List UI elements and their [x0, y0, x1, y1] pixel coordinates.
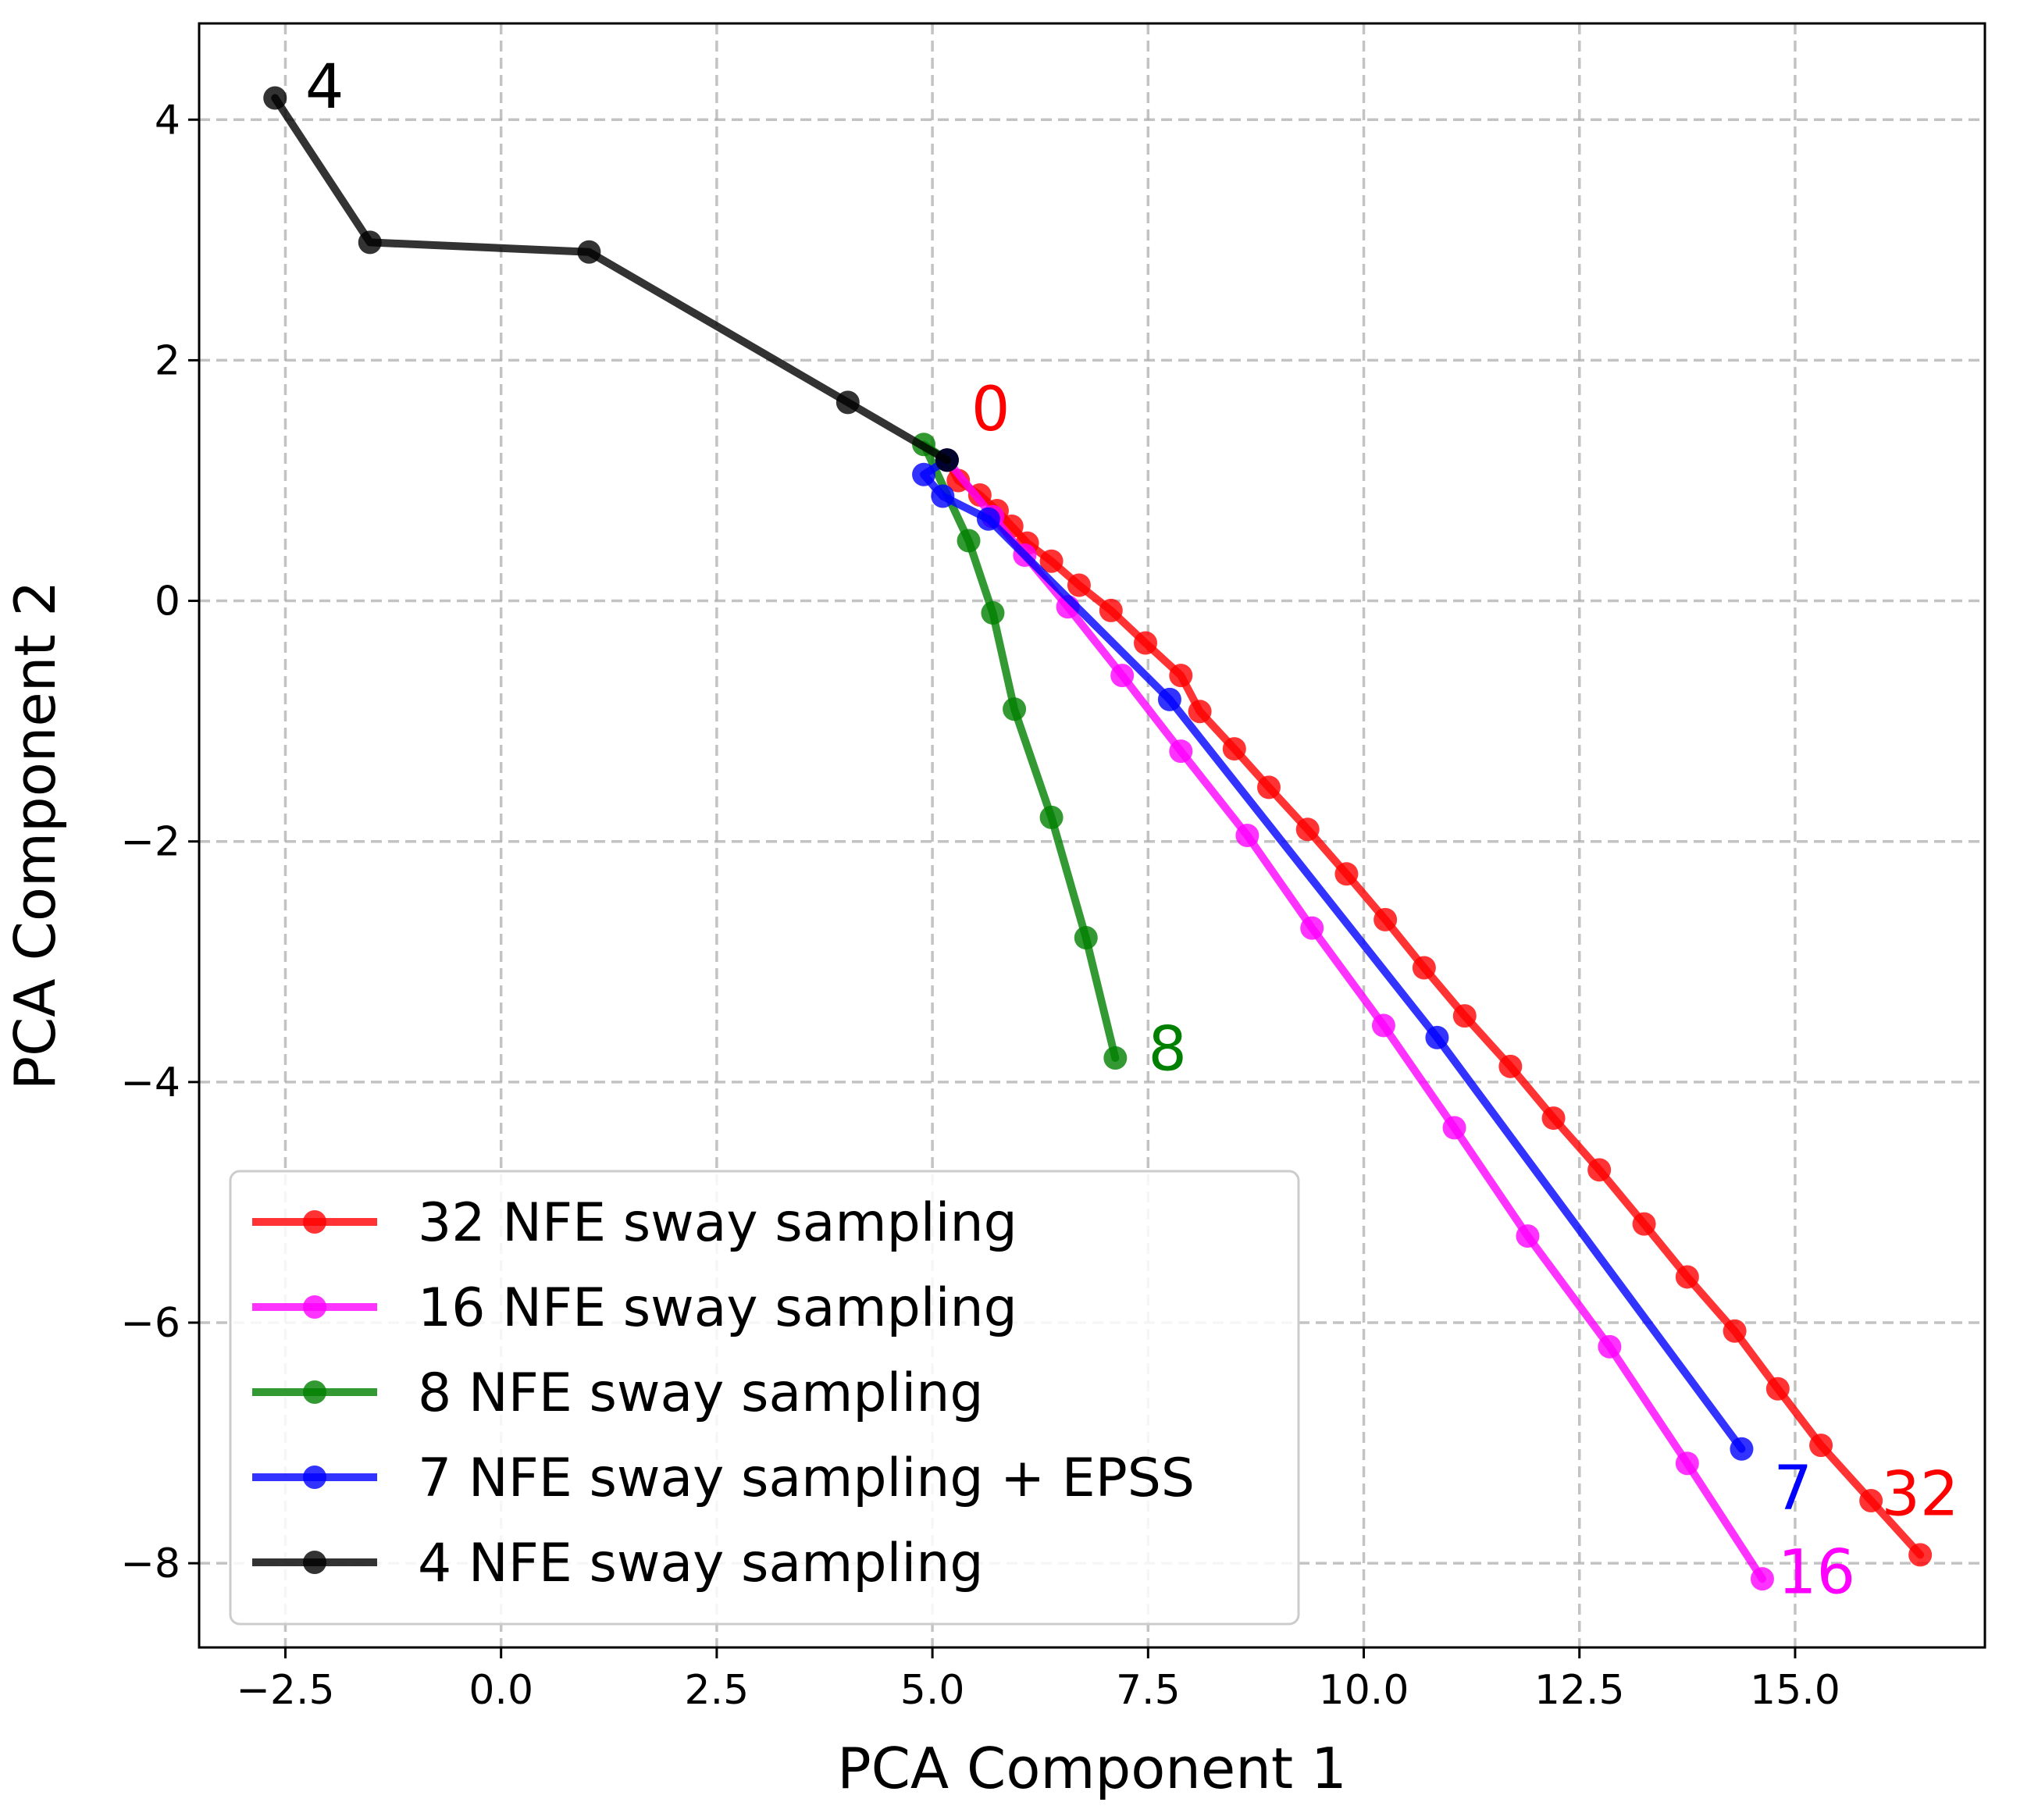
- annotation-label: 8: [1148, 1014, 1187, 1085]
- data-point: [981, 600, 1005, 625]
- data-point: [1334, 862, 1359, 886]
- data-point: [1103, 1046, 1128, 1070]
- legend-label: 16 NFE sway sampling: [418, 1277, 1017, 1339]
- data-point: [1765, 1377, 1790, 1401]
- data-point: [935, 448, 959, 472]
- data-point: [1256, 775, 1281, 800]
- data-point: [1675, 1451, 1699, 1476]
- legend-label: 7 NFE sway sampling + EPSS: [418, 1448, 1195, 1509]
- data-point: [1300, 916, 1324, 940]
- legend-swatch-marker: [303, 1210, 326, 1234]
- data-point: [912, 462, 936, 486]
- data-point: [1099, 598, 1123, 622]
- data-point: [1110, 664, 1135, 688]
- data-point: [1452, 1004, 1477, 1028]
- annotation-label: 0: [971, 375, 1010, 445]
- data-point: [1498, 1054, 1523, 1078]
- data-point: [1074, 925, 1098, 949]
- x-tick-label: 5.0: [900, 1667, 965, 1714]
- data-point: [976, 507, 1000, 531]
- data-point: [1587, 1158, 1612, 1182]
- x-axis-label: PCA Component 1: [837, 1736, 1347, 1801]
- data-point: [836, 390, 860, 415]
- data-point: [931, 484, 955, 508]
- legend-label: 32 NFE sway sampling: [418, 1192, 1017, 1254]
- axis-ticks: −2.5 0.0 2.5 5.0 7.5 10.0 12.5 15.0 4 2 0 −2 −4 −6 −8: [120, 97, 1840, 1714]
- x-tick-label: 0.0: [469, 1667, 533, 1714]
- data-point: [1675, 1265, 1699, 1289]
- data-point: [1039, 805, 1064, 829]
- data-point: [1235, 824, 1259, 847]
- y-tick-label: 2: [155, 337, 180, 384]
- data-point: [358, 230, 382, 255]
- data-point: [1169, 664, 1193, 688]
- legend-swatch-marker: [303, 1295, 326, 1319]
- annotation-label: 32: [1881, 1460, 1958, 1530]
- data-point: [1723, 1319, 1747, 1343]
- data-point: [577, 240, 601, 264]
- data-point: [1003, 697, 1027, 721]
- data-point: [1371, 1013, 1395, 1038]
- series-0: [935, 448, 1933, 1567]
- y-axis-label: PCA Component 2: [2, 581, 68, 1091]
- y-tick-label: −8: [120, 1540, 180, 1587]
- data-point: [1598, 1334, 1622, 1359]
- data-point: [1133, 631, 1157, 655]
- annotation-label: 7: [1773, 1454, 1812, 1524]
- data-point: [1222, 737, 1246, 761]
- x-tick-label: 2.5: [685, 1667, 750, 1714]
- data-point: [1750, 1567, 1774, 1591]
- y-tick-label: −6: [120, 1300, 180, 1347]
- x-tick-label: 7.5: [1116, 1667, 1181, 1714]
- x-tick-label: 10.0: [1319, 1667, 1409, 1714]
- series-line: [920, 440, 1120, 1063]
- data-point: [1067, 573, 1091, 597]
- annotation-label: 16: [1778, 1538, 1855, 1608]
- data-point: [1374, 907, 1398, 931]
- x-tick-label: 12.5: [1534, 1667, 1625, 1714]
- series-group: [263, 86, 1933, 1591]
- data-point: [263, 86, 287, 110]
- data-point: [1425, 1025, 1449, 1049]
- legend-label: 4 NFE sway sampling: [418, 1533, 984, 1594]
- data-point: [1157, 687, 1181, 711]
- data-point: [1632, 1212, 1656, 1236]
- data-point: [1730, 1437, 1754, 1461]
- data-point: [1809, 1434, 1833, 1458]
- annotation-label: 4: [305, 52, 344, 123]
- legend-swatch-marker: [303, 1380, 326, 1404]
- data-point: [1516, 1224, 1540, 1248]
- legend-box: [229, 1170, 1300, 1626]
- data-point: [1169, 739, 1193, 764]
- data-point: [1295, 817, 1320, 842]
- y-tick-label: −2: [120, 819, 180, 866]
- x-tick-label: −2.5: [236, 1667, 334, 1714]
- series-4: [263, 86, 959, 472]
- data-point: [1859, 1489, 1883, 1513]
- data-point: [1442, 1116, 1466, 1140]
- legend-label: 8 NFE sway sampling: [418, 1362, 984, 1424]
- data-point: [957, 529, 981, 553]
- data-point: [1908, 1543, 1933, 1567]
- legend-swatch-marker: [303, 1466, 326, 1489]
- annotations: 0 4 8 7 32 16: [305, 52, 1959, 1608]
- plot-frame: [198, 22, 1986, 1649]
- data-point: [1412, 956, 1436, 980]
- x-tick-label: 15.0: [1750, 1667, 1840, 1714]
- data-point: [1541, 1106, 1566, 1131]
- data-point: [1039, 549, 1064, 573]
- data-point: [1188, 700, 1212, 724]
- y-tick-label: −4: [120, 1060, 180, 1106]
- y-tick-label: 0: [155, 579, 180, 625]
- legend: 32 NFE sway sampling 16 NFE sway sampling…: [229, 1170, 1300, 1626]
- y-tick-label: 4: [155, 97, 180, 144]
- legend-swatch-marker: [303, 1551, 326, 1574]
